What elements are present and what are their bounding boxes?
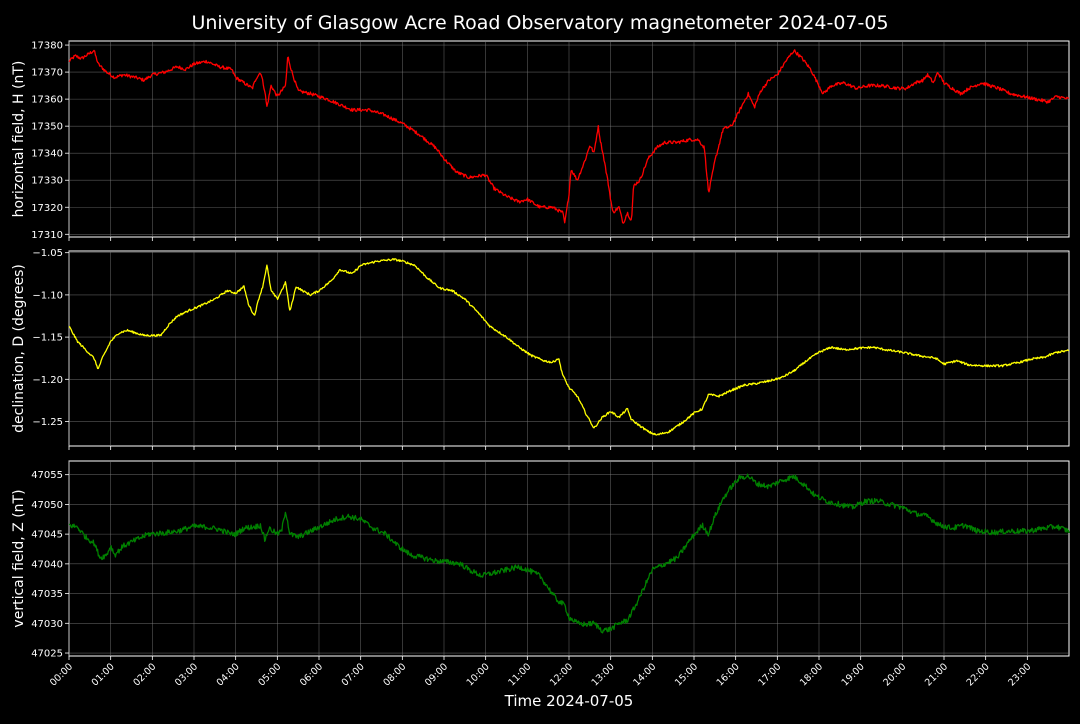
x-axis-label: Time 2024-07-05 xyxy=(504,692,634,710)
y-tick-label: 17310 xyxy=(31,230,63,241)
panels-layer: 17310 17320 17330 17340 17350 17360 17370 17380… xyxy=(11,40,1070,688)
y-tick-label: 47025 xyxy=(31,649,63,660)
y-axis-label: vertical field, Z (nT) xyxy=(11,489,27,627)
y-tick-label: 47040 xyxy=(31,559,63,570)
y-tick-label: 47045 xyxy=(31,530,63,541)
series-line xyxy=(68,49,1070,224)
y-tick-label: 47035 xyxy=(31,589,63,600)
series-line xyxy=(68,473,1070,634)
y-tick-label: 47055 xyxy=(31,470,63,481)
y-axis-label: declination, D (degrees) xyxy=(11,264,27,433)
y-tick-label: 17360 xyxy=(31,95,63,106)
y-tick-label: −1.10 xyxy=(32,290,63,301)
y-tick-label: −1.15 xyxy=(32,333,63,344)
y-tick-label: 17370 xyxy=(31,68,63,79)
series-line xyxy=(68,258,1070,436)
panel-1: 17310 17320 17330 17340 17350 17360 17370 17380… xyxy=(11,40,1070,241)
y-tick-label: 47030 xyxy=(31,619,63,630)
y-axis-label: horizontal field, H (nT) xyxy=(11,61,27,218)
chart-title: University of Glasgow Acre Road Observat… xyxy=(191,12,888,34)
y-tick-label: −1.25 xyxy=(32,417,63,428)
y-tick-label: 17320 xyxy=(31,203,63,214)
y-tick-label: −1.20 xyxy=(32,375,63,386)
y-tick-label: 17340 xyxy=(31,149,63,160)
panel-2: −1.25 −1.20 −1.15 −1.10 −1.05 declination, D … xyxy=(11,248,1070,450)
y-tick-label: 17380 xyxy=(31,41,63,52)
y-tick-label: 17330 xyxy=(31,176,63,187)
panel-3: 47025 47030 47035 47040 47045 47050 47055 verti… xyxy=(11,460,1070,660)
y-tick-label: −1.05 xyxy=(32,248,63,259)
y-tick-label: 17350 xyxy=(31,122,63,133)
y-tick-label: 47050 xyxy=(31,500,63,511)
